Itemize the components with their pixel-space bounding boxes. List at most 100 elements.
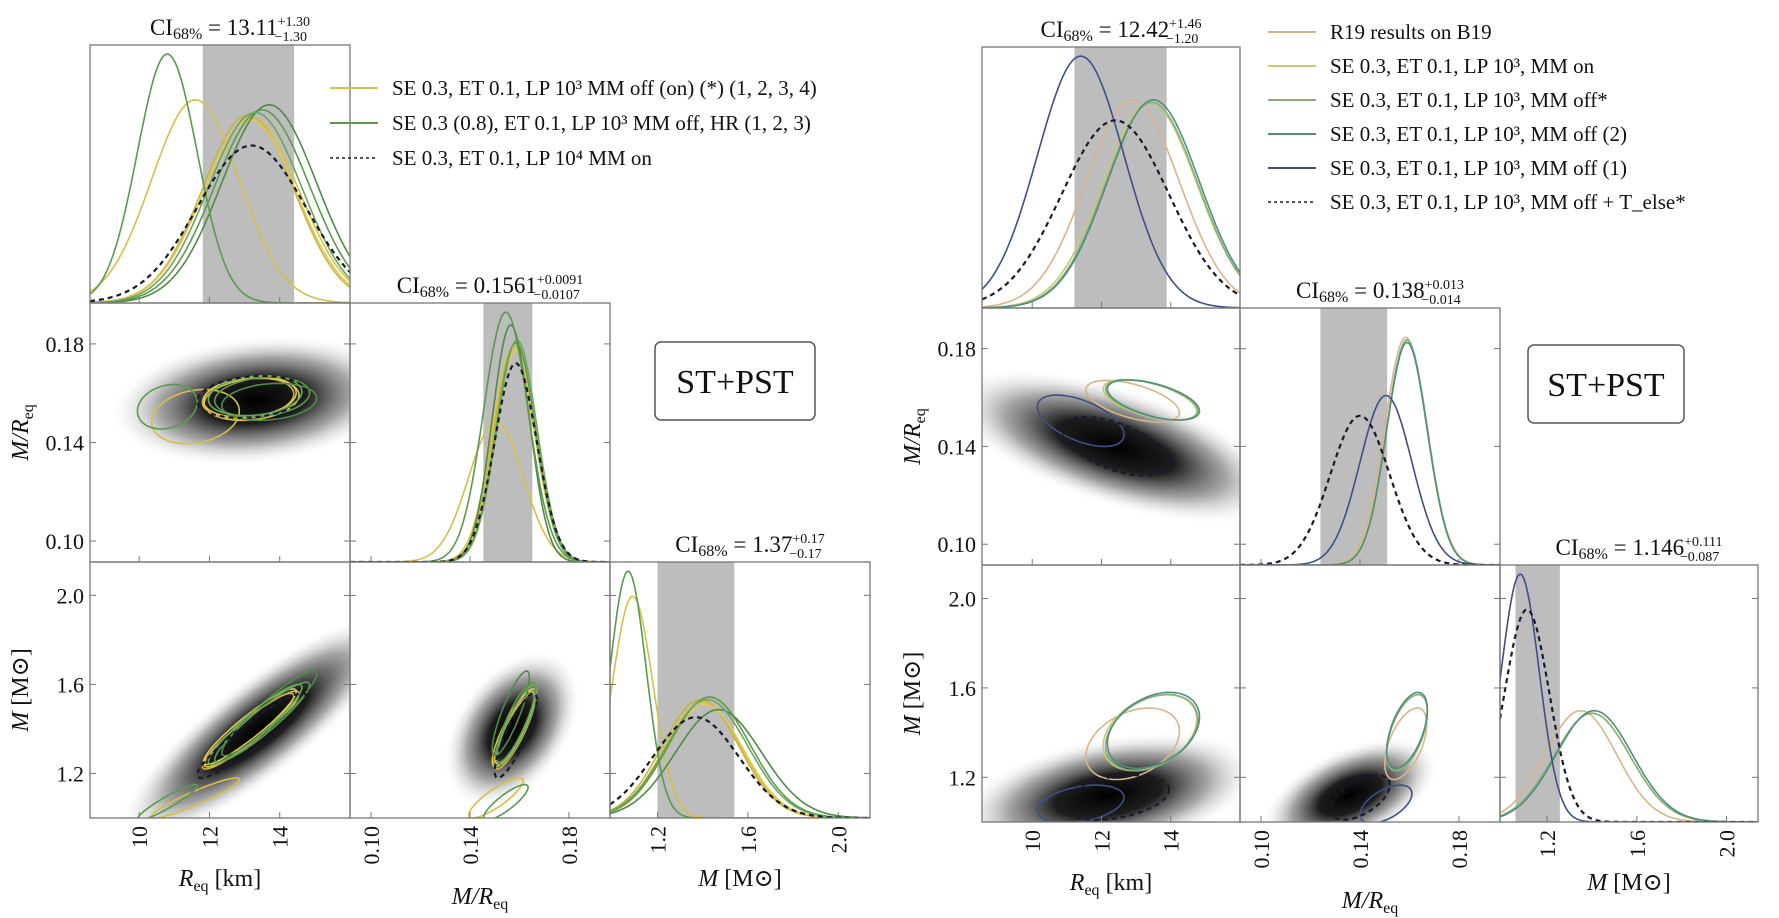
x-tick-label: 0.14: [458, 826, 483, 865]
ci-band: [1515, 565, 1560, 822]
panel-frame: [609, 561, 871, 819]
x-tick-label: 0.18: [1447, 830, 1472, 869]
density-curve-MM-off-1: [1500, 573, 1758, 822]
ci-title: CI68% = 0.138+0.013 −0.014: [1296, 278, 1464, 308]
y-axis-label-M: M [M⊙]: [900, 652, 926, 736]
density-curve-green-2: [610, 708, 870, 818]
contour-green-3: [207, 374, 303, 417]
x-tick-label: 0.10: [1249, 830, 1274, 869]
density-curve-MM-off-1: [982, 55, 1240, 308]
density-curve-yellow-low: [610, 595, 870, 818]
joint-panel-MR-M: [349, 561, 611, 819]
density-shading: [1260, 736, 1440, 822]
density-curve-yellow-2: [610, 698, 870, 818]
density-shading: [442, 649, 582, 809]
ci-title: CI68% = 13.11+1.30 −1.30: [150, 15, 310, 45]
contour-R19: [1085, 379, 1181, 423]
ci-title: CI68% = 1.146+0.111 −0.087: [1556, 535, 1723, 565]
density-curve-yellow-1: [350, 346, 610, 562]
x-tick-label: 1.6: [736, 826, 761, 854]
x-tick-label: 2.0: [1715, 830, 1740, 858]
contour-dashed-ref: [196, 692, 308, 779]
y-axis-label-M: M [M⊙]: [8, 648, 34, 732]
density-curve-MM-off-2: [982, 98, 1240, 308]
x-tick-label: 14: [268, 826, 293, 848]
density-curve-yellow-2: [350, 344, 610, 562]
x-axis-label-MR: M/Req: [451, 884, 508, 913]
right-corner-plot: CI68% = 12.42+1.46 −1.20 CI68% = 0.138+0.0…: [900, 17, 1759, 917]
contour-green-2: [491, 670, 531, 757]
legend-label: SE 0.3, ET 0.1, LP 10³, MM on: [1330, 54, 1595, 78]
density-curve-green-low: [610, 570, 870, 818]
density-curve-green-3: [90, 111, 350, 303]
contour-MM-off-2: [1106, 379, 1201, 421]
panel-frame: [1499, 564, 1759, 823]
legend-label: SE 0.3, ET 0.1, LP 10³, MM off + T_else*: [1330, 190, 1686, 214]
legend-label: R19 results on B19: [1330, 20, 1492, 44]
x-tick-label: 1.6: [1625, 830, 1650, 858]
ci-title: CI68% = 0.1561+0.0091 −0.0107: [397, 273, 583, 303]
y-tick-label: 0.18: [938, 337, 977, 362]
x-tick-label: 10: [127, 826, 152, 848]
y-tick-label: 0.10: [938, 532, 977, 557]
density-curve-green-2: [90, 104, 350, 303]
contour-MM-off-1: [1036, 394, 1125, 448]
x-tick-label: 0.14: [1348, 830, 1373, 869]
density-curve-green-1: [90, 109, 350, 303]
density-curve-Telse: [1500, 608, 1758, 822]
legend-label: SE 0.3, ET 0.1, LP 10³, MM off (1): [1330, 156, 1627, 180]
contour-yellow-low: [150, 388, 241, 445]
left-corner-plot: CI68% = 13.11+1.30 −1.30 CI68% = 0.1561+0.…: [8, 15, 871, 913]
x-tick-label: 0.18: [557, 826, 582, 865]
contour-MM-off-1: [1359, 784, 1413, 822]
y-axis-label-MR: M/Req: [900, 408, 929, 465]
density-shading: [107, 334, 350, 467]
density-curve-green-1: [610, 696, 870, 818]
density-curve-Telse: [982, 119, 1240, 301]
ci-band: [202, 45, 295, 303]
legend: SE 0.3, ET 0.1, LP 10³ MM off (on) (*) (…: [330, 76, 817, 170]
legend: R19 results on B19 SE 0.3, ET 0.1, LP 10³…: [1268, 20, 1686, 214]
contour-MM-off-2: [1106, 691, 1201, 770]
marginal-panel-Req: CI68% = 12.42+1.46 −1.20: [981, 17, 1241, 309]
marginal-panel-M: CI68% = 1.37+0.17 −0.17: [609, 532, 871, 819]
x-tick-label: 1.2: [1535, 830, 1560, 858]
y-tick-label: 0.14: [46, 430, 85, 455]
legend-label: SE 0.3, ET 0.1, LP 10⁴ MM on: [392, 146, 652, 170]
contour-green-3: [207, 683, 303, 766]
legend-label: SE 0.3 (0.8), ET 0.1, LP 10³ MM off, HR …: [392, 111, 811, 135]
joint-panel-Req-MR: [981, 307, 1241, 566]
density-curve-yellow-3: [350, 349, 610, 562]
density-curve-green-2: [350, 324, 610, 562]
marginal-panel-MR: CI68% = 0.138+0.013 −0.014: [1239, 278, 1501, 566]
density-curve-yellow-low: [90, 98, 350, 303]
density-curve-dashed-ref: [350, 361, 610, 562]
density-shading: [982, 731, 1240, 822]
density-curve-yellow-1: [610, 701, 870, 818]
x-tick-label: 10: [1020, 830, 1045, 852]
density-curve-dashed-ref: [90, 144, 350, 303]
x-tick-label: 2.0: [826, 826, 851, 854]
density-curve-MM-off-2: [1240, 341, 1500, 565]
contour-yellow-low: [467, 777, 525, 818]
density-curve-MM-on: [982, 101, 1240, 308]
x-axis-label-Req: Req [km]: [178, 866, 261, 895]
marginal-panel-M: CI68% = 1.146+0.111 −0.087: [1499, 535, 1759, 823]
ci-band: [657, 562, 735, 818]
x-tick-label: 12: [197, 826, 222, 848]
x-axis-label-MR: M/Req: [1341, 888, 1398, 917]
x-axis-label-M: M [M⊙]: [1586, 870, 1670, 896]
density-curve-yellow-low: [350, 420, 610, 562]
legend-label: SE 0.3, ET 0.1, LP 10³ MM off (on) (*) (…: [392, 76, 817, 100]
density-shading: [982, 368, 1240, 525]
x-tick-label: 12: [1089, 830, 1114, 852]
marginal-panel-MR: CI68% = 0.1561+0.0091 −0.0107: [349, 273, 611, 563]
density-curve-Telse: [1240, 414, 1500, 565]
y-tick-label: 0.18: [46, 332, 85, 357]
annotation-frame: [654, 341, 816, 421]
density-curve-dashed-ref: [610, 716, 870, 818]
density-curve-green-1: [350, 341, 610, 562]
y-tick-label: 1.6: [57, 672, 85, 697]
marginal-panel-Req: CI68% = 13.11+1.30 −1.30: [89, 15, 351, 304]
